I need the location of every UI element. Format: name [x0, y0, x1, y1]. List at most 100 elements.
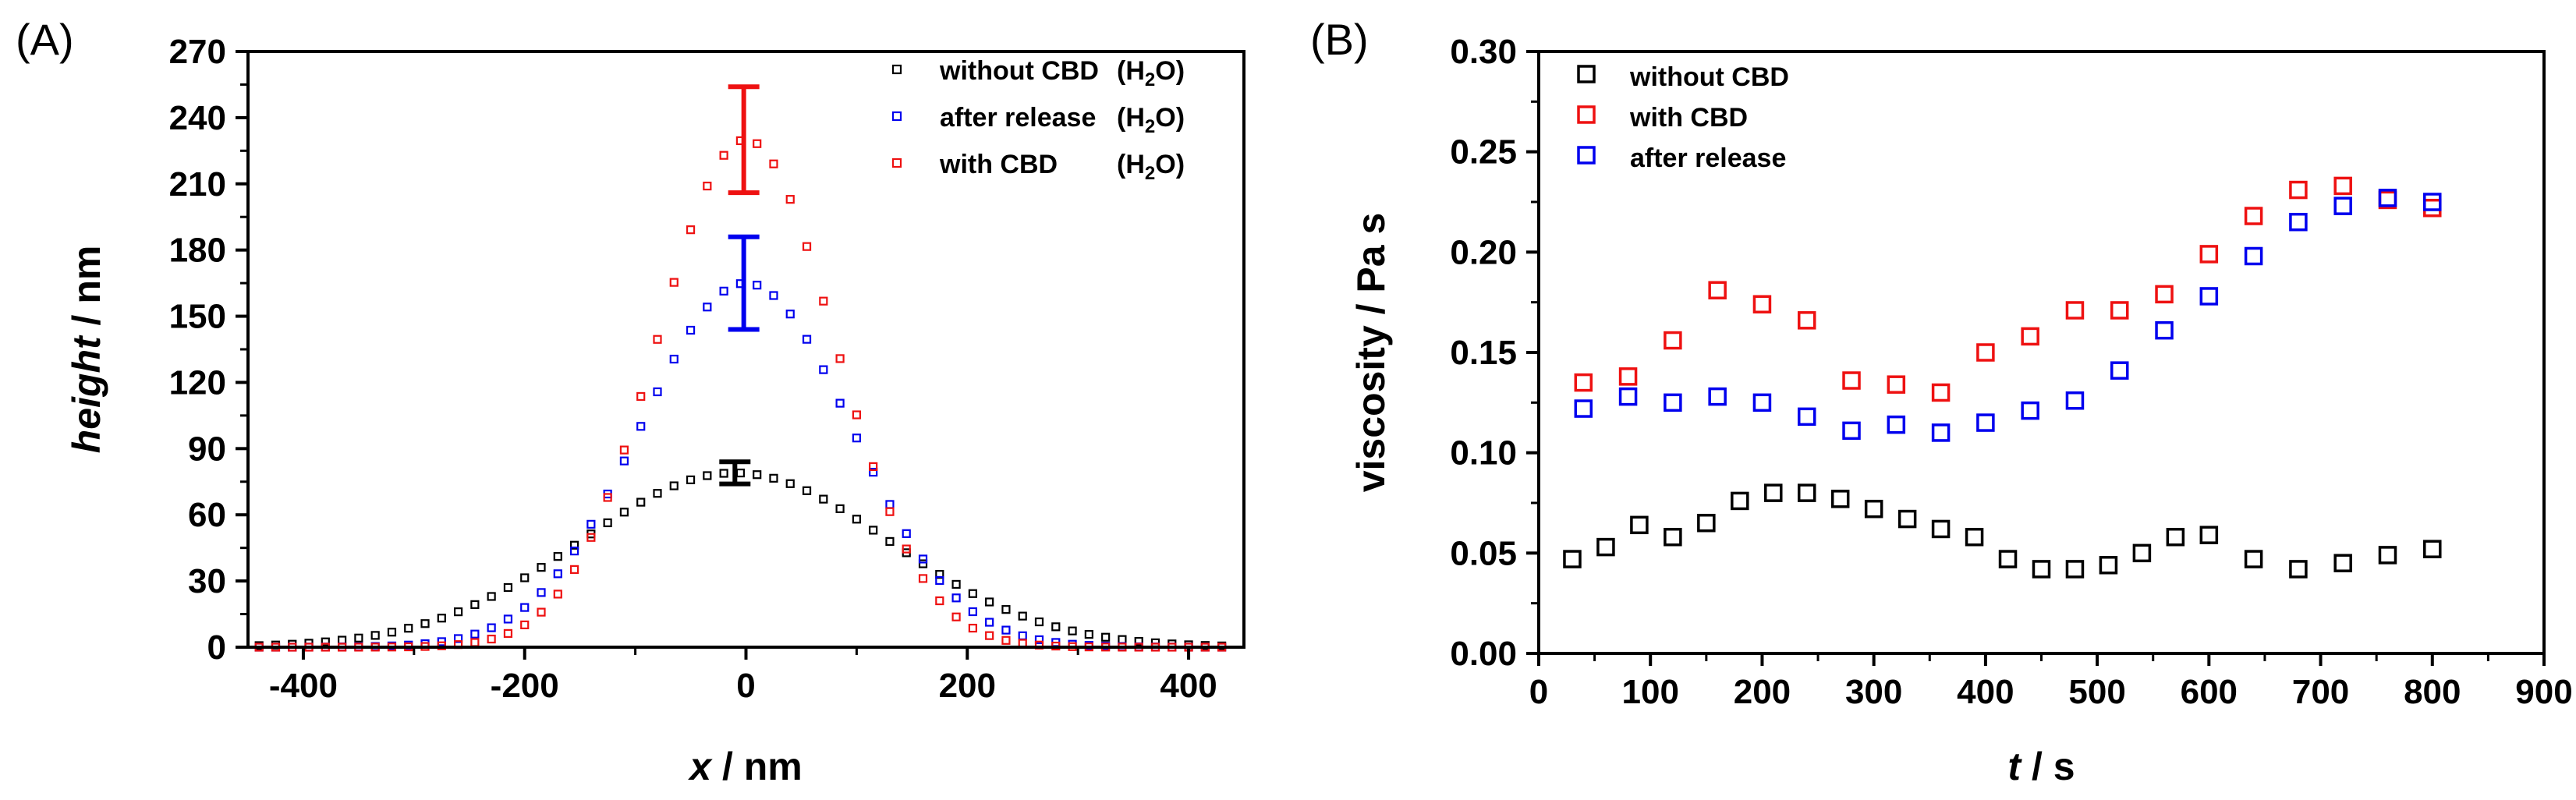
data-point [1084, 629, 1093, 639]
data-point [1830, 490, 1850, 508]
data-point [885, 536, 895, 547]
data-point [569, 540, 579, 550]
data-point [2021, 401, 2039, 420]
data-point [753, 281, 762, 290]
data-point [1118, 635, 1127, 644]
data-point [1697, 513, 1716, 533]
y-tick-label: 0.25 [1450, 133, 1517, 172]
y-tick-label: 180 [169, 232, 226, 270]
data-point [2333, 176, 2352, 196]
data-point [619, 456, 629, 465]
data-point [1797, 483, 1816, 502]
data-point [1976, 343, 1995, 362]
series-with-cbd [1574, 176, 2442, 402]
x-tick-label: 500 [2068, 673, 2125, 711]
legend-label: without CBD [939, 56, 1099, 86]
data-point [1864, 499, 1883, 519]
data-point [686, 225, 696, 235]
legend-solvent-subscript: 2 [1145, 163, 1155, 184]
legend-item-without-cbd: without CBD [1577, 62, 1789, 92]
data-point [2378, 189, 2397, 207]
data-point [719, 150, 728, 160]
data-point [503, 628, 513, 639]
data-point [2166, 527, 2185, 547]
legend-marker [1577, 105, 1596, 124]
data-point [935, 570, 944, 579]
data-point [2333, 196, 2352, 215]
legend-solvent-prefix: (H [1117, 103, 1145, 133]
data-point [2155, 320, 2174, 340]
data-point [1797, 311, 1816, 330]
data-point [703, 181, 712, 191]
data-point [769, 159, 778, 168]
data-point [2289, 212, 2308, 232]
data-point [885, 500, 895, 509]
data-point [1001, 635, 1011, 645]
data-point [1018, 631, 1027, 640]
y-tick-label: 0 [207, 628, 226, 667]
y-tick-label: 60 [188, 496, 226, 534]
data-point [453, 634, 463, 643]
data-point [835, 504, 845, 514]
legend-item-with-cbd: with CBD [1577, 103, 1748, 133]
data-point [537, 588, 546, 597]
data-point [835, 354, 845, 363]
data-point [586, 533, 596, 542]
data-point [487, 592, 496, 601]
y-axis-title-b: viscosity / Pa s [1349, 213, 1393, 493]
legend-solvent: (H2O) [1117, 56, 1185, 90]
data-point [703, 303, 712, 312]
legend-solvent-prefix: (H [1117, 56, 1145, 86]
series-after-release [1574, 189, 2442, 442]
data-point [819, 494, 828, 504]
data-point [769, 473, 778, 483]
data-point [1897, 509, 1917, 529]
data-point [603, 518, 612, 528]
data-point [1976, 413, 1995, 432]
data-point [935, 575, 944, 586]
data-point [487, 623, 496, 632]
data-point [321, 637, 330, 646]
data-point [1018, 611, 1027, 621]
data-point [2244, 246, 2263, 266]
data-point [686, 325, 696, 335]
data-point [603, 493, 612, 502]
legend-solvent-subscript: 2 [1145, 69, 1155, 90]
data-point [619, 445, 629, 455]
data-point [935, 596, 944, 606]
legend-solvent-subscript: 2 [1145, 116, 1155, 137]
data-point [354, 633, 363, 642]
x-tick-label: 900 [2515, 673, 2572, 711]
data-point [769, 291, 778, 300]
data-point [520, 573, 530, 582]
error-bar-with-cbd [728, 84, 760, 196]
legend-b: without CBD with CBD after release [1577, 62, 1789, 173]
legend-item-after-release: after release (H2O) [891, 103, 1185, 137]
data-point [753, 139, 762, 148]
data-point [1574, 373, 1593, 392]
legend-item-after-release: after release [1577, 143, 1786, 173]
data-point [703, 471, 712, 480]
data-point [470, 638, 480, 647]
x-tick-label: 0 [1529, 673, 1548, 711]
data-point [553, 569, 562, 579]
data-point [1574, 399, 1593, 418]
legend-solvent-suffix: O) [1155, 150, 1185, 179]
data-point [520, 620, 530, 630]
data-point [2199, 287, 2219, 306]
legend-solvent-prefix: (H [1117, 150, 1145, 179]
y-tick-label: 0.15 [1450, 334, 1517, 372]
data-point [636, 497, 646, 507]
data-point [918, 574, 928, 583]
data-point [1664, 527, 1682, 547]
data-point [1708, 387, 1727, 406]
legend-label: with CBD [1629, 103, 1748, 133]
series-without-cbd [254, 469, 1227, 650]
data-point [1708, 281, 1727, 299]
data-point [537, 563, 546, 572]
data-point [2132, 543, 2152, 563]
data-point [968, 607, 977, 617]
y-axis-unit: / nm [65, 246, 108, 337]
legend-label: with CBD [939, 150, 1058, 179]
